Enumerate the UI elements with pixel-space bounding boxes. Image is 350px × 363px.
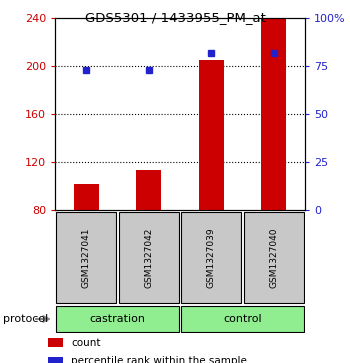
Text: protocol: protocol	[4, 314, 49, 324]
Text: count: count	[71, 338, 101, 347]
Bar	[136, 170, 161, 210]
Text: GSM1327039: GSM1327039	[207, 227, 216, 288]
Bar	[181, 306, 304, 331]
Text: castration: castration	[90, 314, 146, 324]
Bar	[74, 184, 99, 210]
Text: GDS5301 / 1433955_PM_at: GDS5301 / 1433955_PM_at	[85, 11, 265, 24]
Bar	[48, 357, 63, 363]
Bar	[244, 212, 304, 303]
Bar	[119, 212, 179, 303]
Bar	[56, 306, 179, 331]
Text: GSM1327042: GSM1327042	[144, 227, 153, 288]
Bar	[56, 212, 116, 303]
Text: control: control	[223, 314, 262, 324]
Text: GSM1327041: GSM1327041	[82, 227, 91, 288]
Bar	[48, 338, 63, 347]
Bar	[199, 60, 224, 210]
Text: percentile rank within the sample: percentile rank within the sample	[71, 356, 247, 363]
Bar	[261, 18, 286, 210]
Text: GSM1327040: GSM1327040	[269, 227, 278, 288]
Bar	[181, 212, 241, 303]
